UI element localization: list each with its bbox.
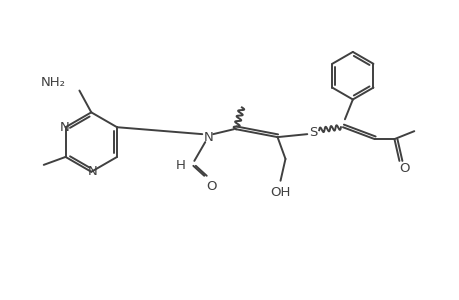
Text: N: N xyxy=(87,165,97,178)
Text: OH: OH xyxy=(270,186,290,199)
Text: O: O xyxy=(206,180,216,193)
Text: N: N xyxy=(60,121,69,134)
Text: S: S xyxy=(308,126,317,139)
Text: O: O xyxy=(398,162,409,175)
Text: H: H xyxy=(175,159,185,172)
Text: NH₂: NH₂ xyxy=(40,76,65,89)
Text: N: N xyxy=(203,130,213,144)
